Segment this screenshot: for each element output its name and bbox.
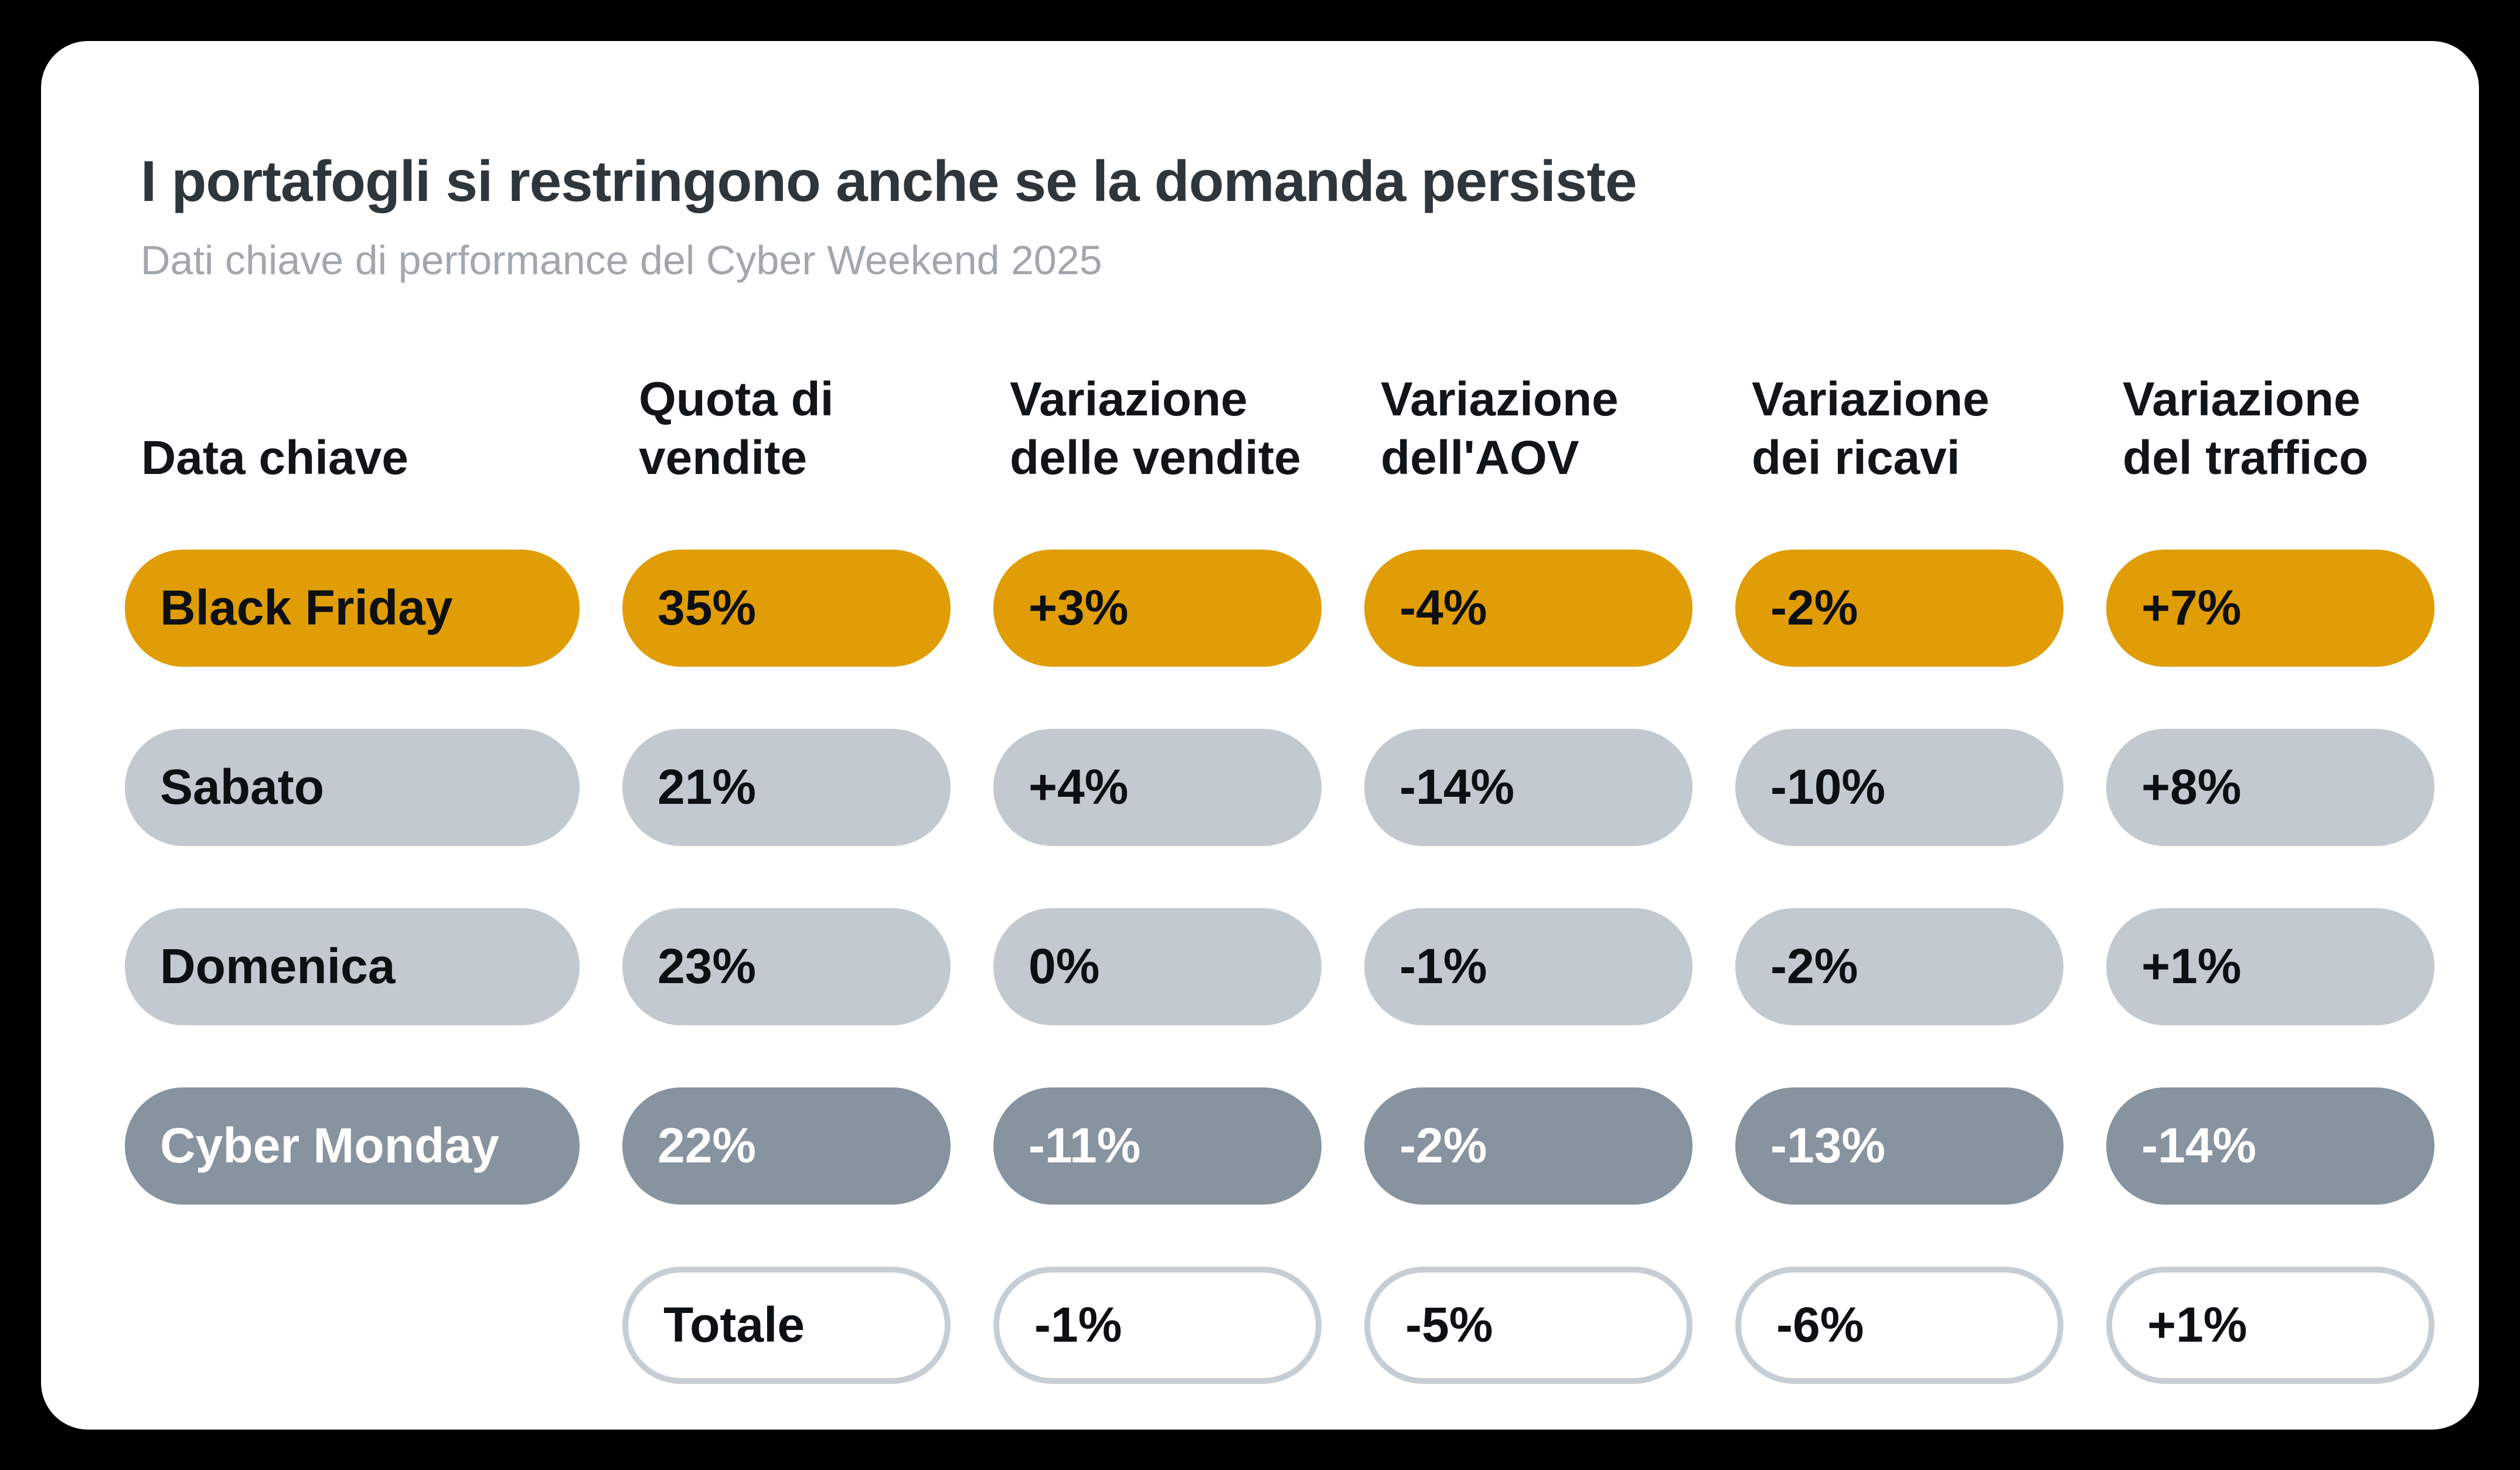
column-header: Variazione dell'AOV bbox=[1381, 372, 1619, 485]
value-pill: -6% bbox=[1735, 1266, 2063, 1384]
value-pill: -13% bbox=[1735, 1087, 2063, 1205]
value-pill: 21% bbox=[622, 728, 951, 846]
column-header: Variazione del traffico bbox=[2123, 372, 2369, 485]
value-pill: -4% bbox=[1364, 549, 1693, 667]
column-header: Variazione dei ricavi bbox=[1752, 372, 1990, 485]
value-pill: +1% bbox=[2106, 1266, 2434, 1384]
value-pill: -1% bbox=[1364, 908, 1693, 1025]
value-pill: -10% bbox=[1735, 728, 2063, 846]
value-pill: -14% bbox=[2106, 1087, 2434, 1205]
value-pill: +4% bbox=[993, 728, 1322, 846]
value-pill: -14% bbox=[1364, 728, 1693, 846]
value-pill: -2% bbox=[1364, 1087, 1693, 1205]
row-label-pill: Cyber Monday bbox=[125, 1087, 580, 1205]
value-pill: +1% bbox=[2106, 908, 2434, 1025]
column-header: Data chiave bbox=[141, 431, 408, 485]
value-pill: 0% bbox=[993, 908, 1322, 1025]
column-header: Variazione delle vendite bbox=[1010, 372, 1301, 485]
value-pill: +7% bbox=[2106, 549, 2434, 667]
value-pill: 23% bbox=[622, 908, 951, 1025]
row-label-pill: Totale bbox=[622, 1266, 951, 1384]
column-header: Quota di vendite bbox=[639, 372, 834, 485]
value-pill: -2% bbox=[1735, 549, 2063, 667]
row-label-pill: Sabato bbox=[125, 728, 580, 846]
value-pill: +8% bbox=[2106, 728, 2434, 846]
infographic-card: I portafogli si restringono anche se la … bbox=[41, 41, 2479, 1430]
value-pill: +3% bbox=[993, 549, 1322, 667]
chart-subtitle: Dati chiave di performance del Cyber Wee… bbox=[141, 237, 1102, 283]
value-pill: -11% bbox=[993, 1087, 1322, 1205]
value-pill: -2% bbox=[1735, 908, 2063, 1025]
chart-title: I portafogli si restringono anche se la … bbox=[141, 149, 1637, 213]
row-label-pill: Domenica bbox=[125, 908, 580, 1025]
value-pill: 22% bbox=[622, 1087, 951, 1205]
row-label-pill: Black Friday bbox=[125, 549, 580, 667]
table-grid: Data chiave Quota di vendite Variazione de… bbox=[125, 370, 2434, 1384]
value-pill: 35% bbox=[622, 549, 951, 667]
value-pill: -1% bbox=[993, 1266, 1322, 1384]
value-pill: -5% bbox=[1364, 1266, 1693, 1384]
